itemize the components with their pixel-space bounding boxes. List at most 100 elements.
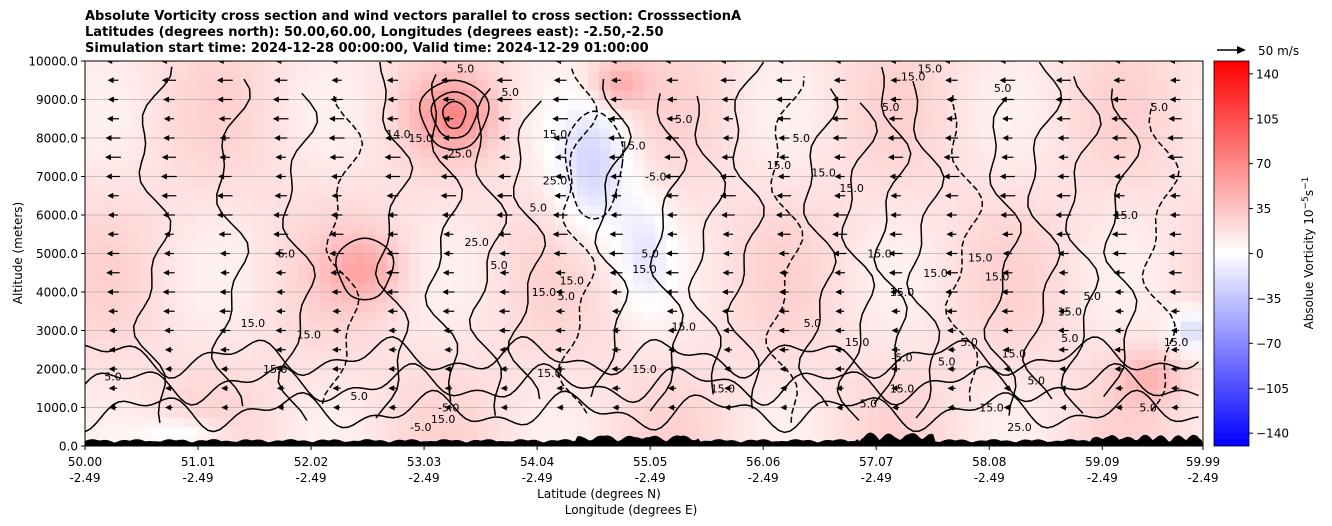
wind-vector-head: [440, 173, 447, 180]
wind-vector-head: [497, 173, 504, 180]
wind-vector-head: [721, 308, 728, 315]
wind-vector-head: [720, 173, 727, 180]
wind-vector-head: [161, 192, 168, 199]
wind-vector-head: [1167, 154, 1174, 161]
wind-vector-head: [831, 115, 838, 122]
wind-vector-head: [665, 269, 672, 276]
wind-vector-head: [1168, 115, 1175, 122]
wind-vector-head: [332, 327, 339, 334]
wind-vector-head: [1111, 135, 1118, 141]
wind-vector-head: [946, 308, 953, 315]
y-tick-label: 9000.0: [36, 93, 78, 107]
wind-vector-head: [444, 404, 451, 411]
x-tick-label-lat: 55.05: [633, 455, 667, 469]
chart-title-line-1: Absolute Vorticity cross section and win…: [85, 9, 742, 24]
wind-vector-head: [496, 212, 503, 218]
wind-vector-head: [440, 192, 447, 199]
wind-vector-head: [891, 308, 898, 315]
quiver-key: 50 m/s: [1217, 44, 1299, 58]
wind-vector-head: [216, 77, 223, 84]
wind-vector-head: [1055, 96, 1062, 103]
wind-vector-head: [556, 385, 563, 392]
contour-label: 15.0: [979, 402, 1004, 415]
contour-line: [726, 61, 765, 409]
wind-vector-head: [1169, 61, 1175, 64]
wind-vector-head: [777, 173, 784, 180]
wind-vector-head: [947, 385, 954, 392]
wind-vector-head: [1170, 385, 1177, 392]
wind-vector-head: [1115, 385, 1122, 392]
wind-vector-head: [1114, 173, 1121, 180]
wind-vector-head: [105, 135, 112, 141]
wind-vector-head: [442, 289, 449, 295]
wind-vector-head: [888, 154, 894, 161]
contour-label: 5.0: [1028, 375, 1046, 388]
x-tick-label-lon: -2.49: [635, 471, 666, 485]
wind-vector-head: [1170, 346, 1177, 353]
wind-vector-head: [276, 366, 283, 372]
wind-vector-head: [609, 269, 616, 276]
wind-vector-head: [555, 327, 562, 334]
wind-vector-head: [107, 192, 114, 199]
colorbar-ticks: 140 105 70 35 0 −35 −70 −105 −140: [1249, 67, 1289, 441]
wind-vector-head: [834, 173, 841, 180]
wind-vector-head: [778, 308, 785, 315]
wind-vector-head: [666, 231, 673, 238]
wind-vector-head: [160, 61, 167, 64]
wind-vector-head: [778, 154, 785, 161]
x-tick-label-lat: 54.04: [520, 455, 554, 469]
contour-label: 15.0: [671, 321, 696, 334]
contour-label: 15.0: [839, 182, 864, 195]
wind-vector-head: [999, 173, 1006, 180]
wind-vector-head: [946, 115, 953, 122]
x-tick-label-lon: -2.49: [1187, 471, 1218, 485]
wind-vector-head: [611, 346, 618, 353]
wind-vector-head: [108, 366, 115, 372]
wind-vector-head: [945, 77, 952, 84]
wind-vector-head: [555, 346, 562, 353]
wind-vector-head: [276, 385, 283, 392]
wind-vector-head: [552, 96, 559, 103]
wind-vector-head: [719, 61, 726, 64]
contour-labels: 5.015.015.05.015.025.05.025.014.015.05.0…: [104, 63, 1188, 434]
wind-vector-head: [945, 250, 952, 257]
wind-vector-head: [217, 61, 224, 64]
wind-vector-head: [274, 77, 280, 84]
contour-label: 15.0: [890, 382, 915, 395]
contour-label: 15.0: [543, 128, 568, 141]
wind-vector-head: [274, 250, 281, 257]
wind-vector-head: [107, 212, 114, 218]
wind-vector-head: [388, 366, 395, 372]
wind-vector-head: [217, 96, 224, 103]
wind-vector-head: [1115, 404, 1122, 411]
wind-vector-head: [332, 346, 338, 353]
wind-vector-head: [1111, 115, 1118, 122]
wind-vector-head: [1168, 173, 1175, 180]
wind-vector-head: [1114, 308, 1121, 315]
wind-vector-head: [498, 327, 505, 334]
wind-vector-head: [722, 269, 729, 276]
wind-vector-head: [164, 231, 170, 238]
contour-line-low: [85, 362, 1199, 406]
wind-vector-head: [442, 269, 449, 276]
wind-vector-head: [441, 154, 448, 161]
colorbar: 140 105 70 35 0 −35 −70 −105 −140 Absolue Vortic…: [1213, 60, 1316, 447]
wind-vector-head: [832, 231, 839, 238]
wind-vector-head: [666, 250, 672, 257]
contour-loop: [418, 79, 490, 151]
contour-line: [132, 66, 173, 424]
wind-vector-head: [1002, 327, 1009, 334]
wind-vector-head: [1002, 135, 1009, 141]
wind-vector-head: [667, 366, 674, 372]
wind-vector-head: [388, 385, 395, 392]
wind-vector-head: [219, 135, 226, 141]
wind-vector-head: [441, 212, 448, 218]
x-axis: 50.00 -2.49 51.01 -2.49 52.02 -2.49 53.03 -2.49…: [68, 446, 1220, 485]
wind-vector-head: [1114, 327, 1121, 334]
wind-vector-head: [609, 231, 616, 238]
colorbar-label: Absolue Vorticity 10−5s−1: [1301, 177, 1316, 330]
y-axis-label: Altitude (meters): [11, 202, 25, 304]
wind-vector-head: [835, 308, 842, 315]
wind-vector-head: [835, 289, 842, 295]
wind-vector-head: [610, 289, 617, 295]
